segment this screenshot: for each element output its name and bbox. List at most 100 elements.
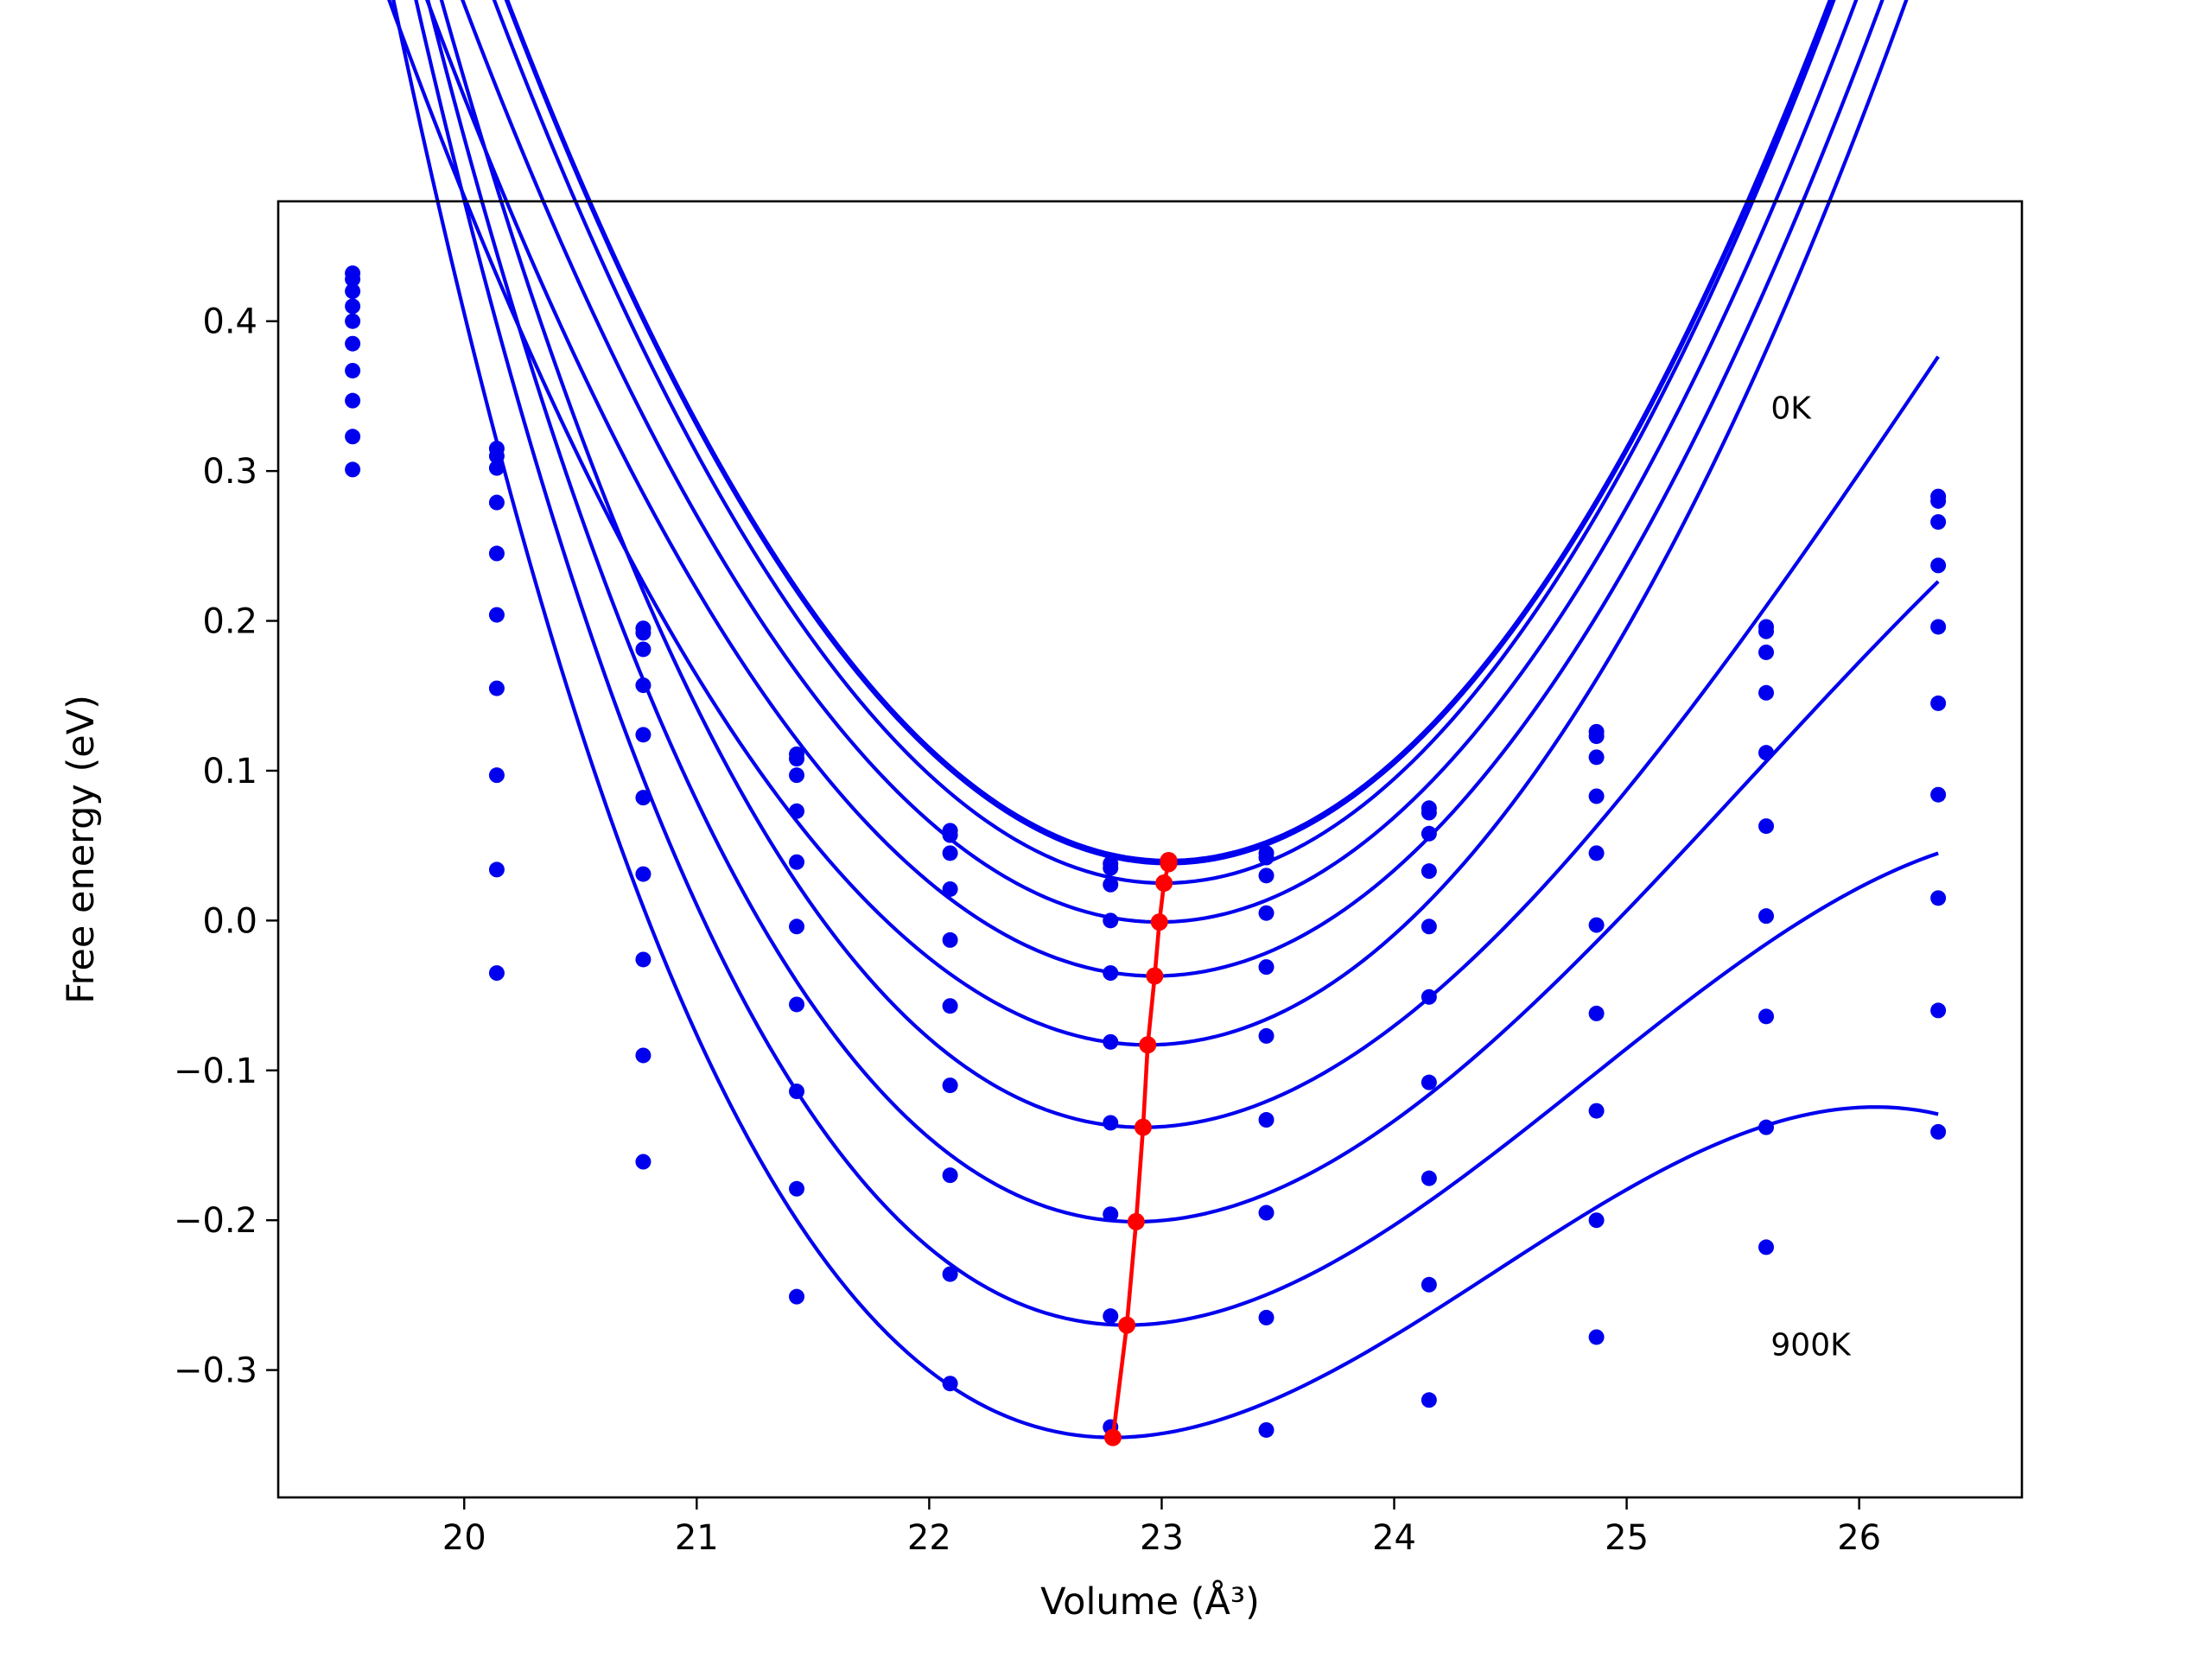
x-tick-label: 24 xyxy=(1372,1518,1416,1558)
isotherm-point-1-6 xyxy=(1258,849,1274,866)
isotherm-point-2-8 xyxy=(1588,749,1605,766)
isotherm-point-8-1 xyxy=(488,861,505,878)
isotherm-point-6-0 xyxy=(345,362,361,378)
y-tick-label: 0.4 xyxy=(202,302,257,342)
isotherm-point-2-3 xyxy=(789,767,805,784)
isotherm-point-7-3 xyxy=(789,1084,805,1100)
isotherm-point-4-7 xyxy=(1421,918,1437,935)
isotherm-point-9-7 xyxy=(1421,1392,1437,1408)
isotherm-point-2-10 xyxy=(1930,514,1947,531)
isotherm-point-8-8 xyxy=(1588,1212,1605,1229)
isotherm-point-9-9 xyxy=(1758,1239,1775,1255)
isotherm-point-1-0 xyxy=(345,271,361,288)
isotherm-point-6-1 xyxy=(488,680,505,696)
isotherm-point-7-5 xyxy=(1103,1206,1119,1223)
annotation-0k: 0K xyxy=(1770,391,1812,426)
isotherm-point-2-0 xyxy=(345,283,361,300)
isotherm-point-6-10 xyxy=(1930,786,1947,803)
minimum-path xyxy=(1103,852,1178,1446)
isotherm-point-1-2 xyxy=(635,625,652,641)
isotherm-point-3-2 xyxy=(635,677,652,694)
isotherm-point-9-2 xyxy=(635,1154,652,1170)
isotherm-point-2-4 xyxy=(942,845,958,861)
isotherm-point-7-6 xyxy=(1258,1205,1274,1221)
isotherm-point-5-1 xyxy=(488,607,505,623)
isotherm-point-9-1 xyxy=(488,965,505,982)
isotherm-point-8-5 xyxy=(1103,1308,1119,1325)
isotherm-point-4-0 xyxy=(345,313,361,329)
isotherm-point-5-3 xyxy=(789,918,805,935)
isotherm-point-8-3 xyxy=(789,1180,805,1197)
isotherm-point-8-10 xyxy=(1930,1002,1947,1019)
minimum-path-point-5 xyxy=(1139,1036,1157,1054)
isotherm-point-2-1 xyxy=(488,460,505,476)
isotherm-point-7-7 xyxy=(1421,1170,1437,1186)
y-axis-ticks: −0.3 −0.2 −0.1 0.0 0.1 0.2 0.3 0.4 xyxy=(174,302,278,1391)
isotherm-point-3-1 xyxy=(488,494,505,511)
isotherm-point-5-5 xyxy=(1103,1033,1119,1050)
isotherm-point-8-7 xyxy=(1421,1276,1437,1293)
minimum-path-point-3 xyxy=(1150,913,1168,931)
isotherm-curve-4 xyxy=(425,0,1885,978)
isotherm-point-4-4 xyxy=(942,931,958,948)
y-tick-label: 0.0 xyxy=(202,901,257,941)
isotherm-point-8-0 xyxy=(345,429,361,445)
x-axis-label: Volume (Å³) xyxy=(1040,1580,1260,1624)
isotherm-point-7-1 xyxy=(488,767,505,784)
isotherm-point-4-3 xyxy=(789,854,805,870)
plot-frame xyxy=(276,200,2024,1499)
isotherm-curve-2 xyxy=(492,0,1836,886)
isotherm-point-1-9 xyxy=(1758,623,1775,639)
annotation-900k: 900K xyxy=(1770,1327,1852,1363)
minimum-path-point-6 xyxy=(1134,1118,1152,1136)
minimum-path-point-4 xyxy=(1146,967,1164,985)
isotherm-point-9-0 xyxy=(345,461,361,478)
isotherm-point-5-4 xyxy=(942,998,958,1014)
isotherm-point-6-3 xyxy=(789,996,805,1013)
y-tick-label: 0.2 xyxy=(202,602,257,642)
isotherm-point-1-8 xyxy=(1588,728,1605,745)
isotherm-curve-9 xyxy=(391,0,1939,1440)
isotherm-point-2-9 xyxy=(1758,644,1775,660)
isotherm-point-3-0 xyxy=(345,298,361,315)
isotherm-point-3-9 xyxy=(1758,684,1775,701)
isotherm-point-2-5 xyxy=(1103,876,1119,893)
isotherm-point-3-6 xyxy=(1258,905,1274,921)
isotherm-point-5-2 xyxy=(635,790,652,806)
isotherm-point-4-9 xyxy=(1758,745,1775,761)
minimum-path-point-7 xyxy=(1127,1212,1145,1230)
x-tick-label: 23 xyxy=(1140,1518,1184,1558)
minimum-path-point-8 xyxy=(1118,1316,1136,1334)
y-tick-label: −0.1 xyxy=(174,1052,257,1091)
isotherm-point-2-2 xyxy=(635,641,652,658)
isotherm-point-6-6 xyxy=(1258,1112,1274,1128)
isotherm-curve-8 xyxy=(414,0,1939,1327)
isotherm-point-4-5 xyxy=(1103,965,1119,982)
isotherm-point-4-10 xyxy=(1930,619,1947,635)
isotherm-point-4-8 xyxy=(1588,845,1605,861)
isotherm-point-7-0 xyxy=(345,392,361,409)
isotherm-point-1-7 xyxy=(1421,804,1437,821)
isotherm-point-9-10 xyxy=(1930,1123,1947,1140)
isotherm-point-8-6 xyxy=(1258,1309,1274,1325)
isotherm-point-9-3 xyxy=(789,1288,805,1305)
x-tick-label: 21 xyxy=(675,1518,719,1558)
isotherm-point-5-6 xyxy=(1258,1027,1274,1044)
isotherm-point-8-4 xyxy=(942,1266,958,1282)
x-tick-label: 20 xyxy=(442,1518,486,1558)
isotherm-point-2-6 xyxy=(1258,868,1274,884)
isotherm-point-6-9 xyxy=(1758,908,1775,925)
minimum-path-point-9 xyxy=(1103,1428,1122,1446)
x-axis-ticks: 20 21 22 23 24 25 26 xyxy=(442,1497,1881,1558)
isotherm-point-7-10 xyxy=(1930,890,1947,906)
x-tick-label: 26 xyxy=(1837,1518,1881,1558)
isotherm-point-1-1 xyxy=(488,448,505,464)
isotherm-point-3-3 xyxy=(789,803,805,819)
minimum-path-point-2 xyxy=(1155,874,1173,893)
y-tick-label: 0.3 xyxy=(202,452,257,492)
isotherm-point-3-5 xyxy=(1103,912,1119,929)
isotherm-point-7-9 xyxy=(1758,1008,1775,1025)
isotherm-point-3-4 xyxy=(942,880,958,897)
isotherm-point-3-7 xyxy=(1421,863,1437,880)
